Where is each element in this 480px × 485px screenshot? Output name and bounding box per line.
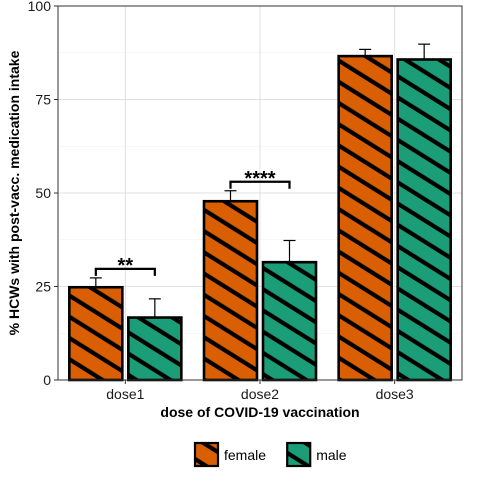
- y-tick-label: 0: [43, 372, 51, 388]
- y-axis: 0 25 50 75 100: [28, 0, 58, 388]
- significance-bracket: [229, 180, 291, 189]
- x-tick-label: dose3: [376, 386, 414, 402]
- bar-male-dose3: [396, 58, 452, 382]
- significance-label: ****: [244, 168, 275, 190]
- legend-label-male: male: [316, 447, 347, 463]
- significance-label: **: [118, 255, 134, 277]
- x-axis-title: dose of COVID-19 vaccination: [160, 404, 359, 420]
- y-tick-label: 25: [35, 279, 51, 295]
- x-axis: dose1 dose2 dose3: [106, 380, 414, 402]
- bar-male-dose2: [261, 260, 318, 382]
- y-tick-label: 100: [28, 0, 52, 14]
- error-bars: [89, 43, 431, 318]
- y-tick-label: 75: [35, 92, 51, 108]
- bar-female-dose3: [337, 54, 393, 382]
- legend: female male: [193, 441, 347, 468]
- x-tick-label: dose1: [106, 386, 144, 402]
- y-axis-title: % HCWs with post-vacc. medication intake: [6, 50, 22, 335]
- y-tick-label: 50: [35, 185, 51, 201]
- legend-label-female: female: [224, 447, 266, 463]
- significance-annotations: ******: [94, 168, 291, 277]
- bar-female-dose1: [68, 285, 124, 382]
- significance-bracket: [94, 267, 156, 276]
- bars: [68, 54, 452, 382]
- bar-male-dose1: [127, 316, 183, 382]
- bar-female-dose2: [202, 199, 259, 382]
- legend-key-male: [286, 441, 312, 468]
- x-tick-label: dose2: [241, 386, 279, 402]
- legend-key-female: [193, 441, 220, 468]
